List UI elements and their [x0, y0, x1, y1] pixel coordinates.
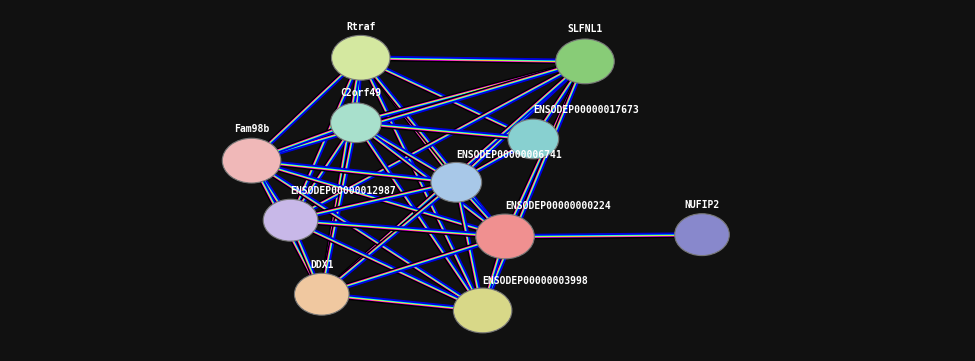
Text: ENSODEP00000006741: ENSODEP00000006741	[456, 149, 562, 160]
Text: Rtraf: Rtraf	[346, 22, 375, 32]
Ellipse shape	[431, 162, 482, 202]
Ellipse shape	[331, 103, 381, 143]
Text: DDX1: DDX1	[310, 260, 333, 270]
Ellipse shape	[675, 214, 729, 256]
Ellipse shape	[332, 35, 390, 80]
Ellipse shape	[263, 199, 318, 241]
Ellipse shape	[453, 288, 512, 333]
Text: ENSODEP00000003998: ENSODEP00000003998	[483, 276, 588, 286]
Ellipse shape	[222, 138, 281, 183]
Text: Fam98b: Fam98b	[234, 124, 269, 134]
Text: ENSODEP00000012987: ENSODEP00000012987	[291, 186, 396, 196]
Text: NUFIP2: NUFIP2	[684, 200, 720, 210]
Text: ENSODEP00000000224: ENSODEP00000000224	[505, 201, 610, 211]
Ellipse shape	[294, 273, 349, 315]
Ellipse shape	[556, 39, 614, 84]
Text: C2orf49: C2orf49	[340, 88, 381, 98]
Text: SLFNL1: SLFNL1	[567, 24, 603, 34]
Text: ENSODEP00000017673: ENSODEP00000017673	[533, 105, 639, 115]
Ellipse shape	[508, 119, 559, 159]
Ellipse shape	[476, 214, 534, 259]
